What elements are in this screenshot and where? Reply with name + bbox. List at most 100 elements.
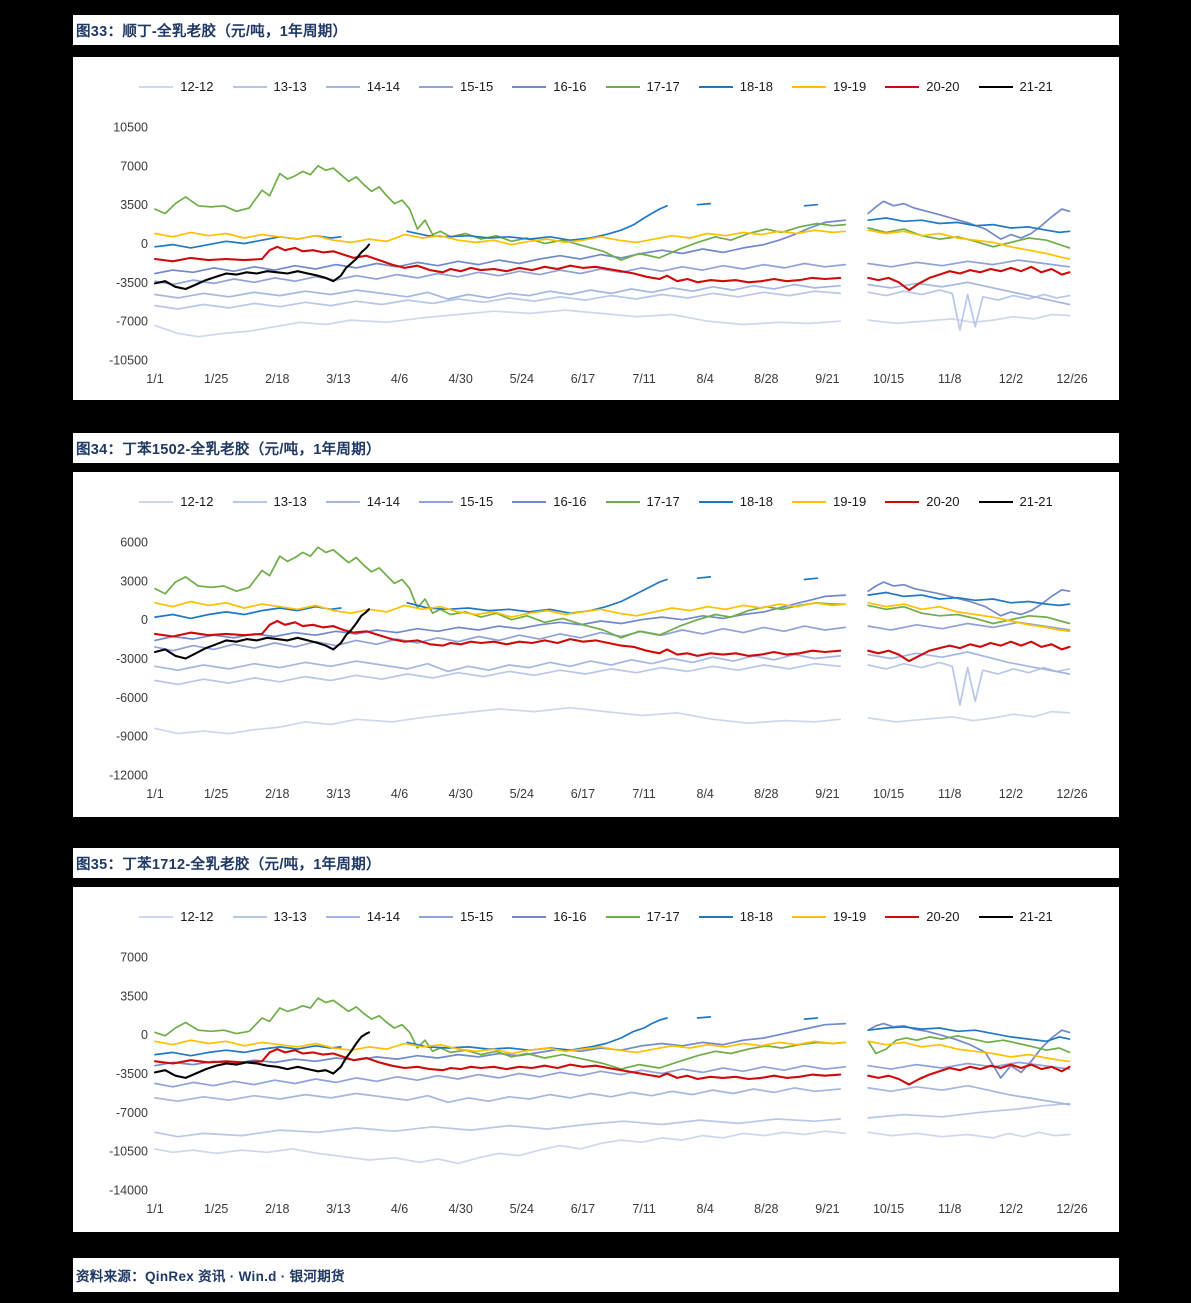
x-tick-label: 11/8 (938, 372, 961, 386)
series-line-14-14 (154, 653, 842, 673)
x-tick-label: 2/18 (265, 1202, 289, 1216)
legend-line-swatch (885, 915, 920, 918)
x-tick-label: 12/26 (1056, 787, 1087, 801)
series-line-15-15 (867, 259, 1071, 268)
x-tick-label: 12/26 (1056, 1202, 1087, 1216)
legend-item-20-20: 20-20 (885, 909, 960, 924)
x-tick-label: 8/4 (697, 372, 714, 386)
series-line-13-13 (867, 661, 1071, 706)
x-tick-label: 10/15 (873, 372, 904, 386)
chart-title-text: 图34：丁苯1502-全乳老胶（元/吨，1年周期） (76, 441, 381, 458)
x-tick-label: 2/18 (265, 787, 289, 801)
legend: 12-12 13-13 14-14 15-15 16-16 17-17 18-18 19-19… (73, 887, 1119, 930)
legend-item-18-18: 18-18 (698, 79, 773, 94)
legend-item-14-14: 14-14 (325, 494, 400, 509)
series-line-15-15 (154, 1064, 847, 1088)
legend-item-17-17: 17-17 (605, 79, 680, 94)
y-tick-label: -14000 (109, 1184, 148, 1198)
y-tick-label: 3500 (120, 989, 148, 1003)
x-tick-label: 10/15 (873, 1202, 904, 1216)
series-line-19-19 (867, 229, 1071, 260)
series-line-18-18 (803, 1017, 819, 1020)
chart-figure-33: 12-12 13-13 14-14 15-15 16-16 17-17 18-18 19-19… (73, 57, 1119, 400)
legend-line-swatch (698, 915, 733, 918)
legend-item-17-17: 17-17 (605, 494, 680, 509)
x-tick-label: 4/30 (448, 787, 472, 801)
series-line-13-13 (154, 662, 842, 686)
legend-line-swatch (232, 85, 267, 88)
legend-line-swatch (885, 85, 920, 88)
y-tick-label: -12000 (109, 769, 148, 783)
x-tick-label: 7/11 (632, 1202, 655, 1216)
legend-label: 12-12 (180, 494, 214, 509)
series-line-18-18 (696, 202, 712, 206)
legend-label: 15-15 (460, 909, 494, 924)
legend-item-18-18: 18-18 (698, 494, 773, 509)
legend-line-swatch (792, 85, 826, 88)
chart-title-fig34: 图34：丁苯1502-全乳老胶（元/吨，1年周期） (73, 433, 1119, 463)
x-tick-label: 4/6 (391, 1202, 408, 1216)
series-line-18-18 (406, 204, 668, 242)
legend-label: 17-17 (646, 494, 680, 509)
chart-title-fig33: 图33：顺丁-全乳老胶（元/吨，1年周期） (73, 15, 1119, 45)
legend: 12-12 13-13 14-14 15-15 16-16 17-17 18-18 19-19… (73, 472, 1119, 515)
legend-item-16-16: 16-16 (512, 494, 587, 509)
y-tick-label: -3500 (116, 276, 148, 290)
legend-label: 16-16 (553, 494, 587, 509)
y-tick-label: 3000 (120, 574, 148, 588)
x-tick-label: 8/4 (697, 1202, 714, 1216)
series-line-21-21 (153, 243, 371, 291)
y-tick-label: 7000 (120, 951, 148, 965)
plot-area: 10500 7000 3500 0 -3500 -7000 -10500 1/1 1/25 2/1… (73, 100, 1119, 400)
legend-line-swatch (978, 500, 1013, 503)
legend-item-21-21: 21-21 (978, 79, 1053, 94)
legend-label: 21-21 (1019, 79, 1053, 94)
series-line-15-15 (867, 621, 1071, 631)
legend-label: 14-14 (366, 494, 400, 509)
legend-label: 16-16 (553, 909, 587, 924)
x-tick-label: 1/25 (204, 787, 228, 801)
series-line-13-13 (867, 1102, 1071, 1119)
legend-line-swatch (512, 85, 547, 88)
series-line-18-18 (696, 576, 712, 580)
series-line-20-20 (153, 1048, 842, 1081)
x-tick-label: 3/13 (326, 787, 350, 801)
y-tick-label: -7000 (116, 1106, 148, 1120)
plot-area: 6000 3000 0 -3000 -6000 -9000 -12000 1/1 1/25 2/1… (73, 515, 1119, 815)
series-line-18-18 (803, 203, 819, 207)
series-line-15-15 (154, 625, 847, 652)
y-tick-label: 0 (141, 1028, 148, 1042)
x-tick-label: 1/1 (146, 1202, 163, 1216)
legend-line-swatch (698, 500, 733, 503)
series-line-20-20 (867, 640, 1071, 663)
series-line-15-15 (867, 1061, 1071, 1070)
legend-line-swatch (885, 500, 920, 503)
y-tick-label: 0 (141, 237, 148, 251)
legend-line-swatch (325, 500, 360, 503)
x-tick-label: 1/1 (146, 787, 163, 801)
legend-item-18-18: 18-18 (698, 909, 773, 924)
series-line-18-18 (154, 1044, 342, 1057)
series-line-12-12 (867, 1131, 1071, 1139)
y-tick-label: 7000 (120, 159, 148, 173)
legend-label: 19-19 (833, 79, 867, 94)
series-line-12-12 (154, 706, 842, 735)
x-tick-label: 2/18 (265, 372, 289, 386)
legend-label: 20-20 (926, 79, 960, 94)
series-line-16-16 (867, 200, 1071, 240)
x-tick-label: 1/25 (204, 372, 228, 386)
legend-item-15-15: 15-15 (419, 79, 493, 94)
series-line-20-20 (153, 245, 842, 284)
x-tick-label: 5/24 (510, 1202, 534, 1216)
legend-item-20-20: 20-20 (885, 79, 960, 94)
chart-figure-34: 12-12 13-13 14-14 15-15 16-16 17-17 18-18 19-19… (73, 472, 1119, 817)
legend: 12-12 13-13 14-14 15-15 16-16 17-17 18-18 19-19… (73, 57, 1119, 100)
y-tick-label: -10500 (109, 354, 148, 368)
chart-title-text: 图35：丁苯1712-全乳老胶（元/吨，1年周期） (76, 856, 381, 873)
y-tick-label: -9000 (116, 730, 148, 744)
series-line-18-18 (803, 577, 819, 581)
x-tick-label: 12/2 (999, 1202, 1023, 1216)
series-line-17-17 (154, 546, 847, 639)
legend-label: 14-14 (366, 909, 400, 924)
